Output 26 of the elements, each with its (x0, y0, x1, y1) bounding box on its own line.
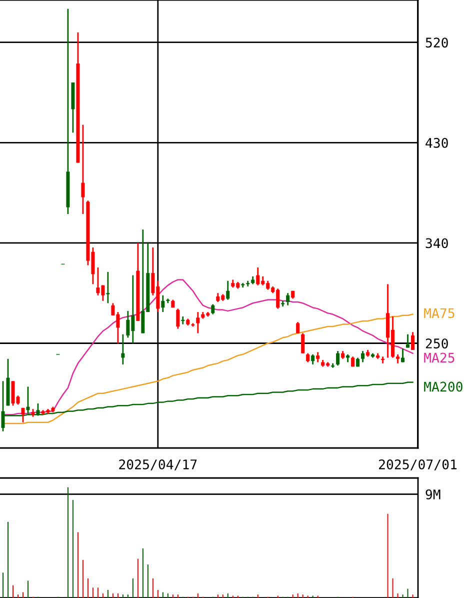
y-tick-label: 340 (426, 238, 448, 248)
candlestick (301, 332, 305, 354)
candlestick (21, 407, 25, 424)
series-label: MA25 (424, 352, 454, 363)
y-tick-label: 250 (426, 338, 448, 348)
x-tick-label: 2025/07/01 (379, 459, 457, 470)
y-tick-label: 9M (426, 489, 440, 500)
candlestick (286, 292, 290, 306)
candlestick (161, 294, 165, 313)
candlestick (411, 331, 414, 351)
candlestick (311, 354, 315, 366)
candlestick (81, 124, 85, 215)
candlestick (336, 350, 340, 366)
candlestick (121, 334, 125, 366)
x-tick-label: 2025/04/17 (119, 459, 197, 470)
candlestick (176, 308, 180, 330)
candlestick (316, 351, 320, 363)
y-tick-label: 520 (426, 38, 448, 48)
y-tick-label: 430 (426, 138, 448, 148)
candlestick (361, 350, 365, 363)
series-label: MA75 (424, 308, 454, 318)
candlestick (211, 304, 215, 315)
candlestick (226, 280, 230, 300)
candlestick (401, 348, 405, 363)
series-label: MA200 (424, 382, 462, 392)
candlestick (196, 311, 200, 334)
